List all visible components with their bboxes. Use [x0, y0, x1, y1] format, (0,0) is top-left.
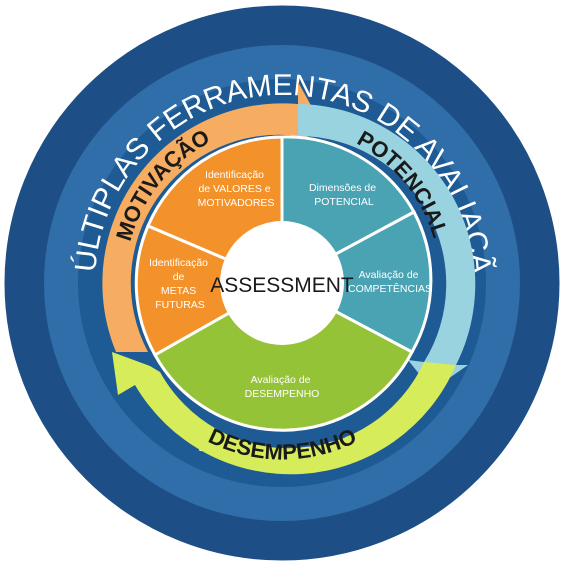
segment-competencias-label: Avaliação de COMPETÊNCIAS	[348, 269, 432, 295]
segment-metas-label: Identificação de METAS FUTURAS	[149, 257, 211, 311]
center-label: ASSESSMENT	[210, 274, 354, 297]
segment-potencial-label: Dimensões de POTENCIAL	[309, 182, 379, 208]
segment-desempenho	[152, 281, 415, 432]
motivacao-arrow	[102, 82, 318, 352]
desempenho-arrow	[112, 352, 456, 475]
segment-metas	[134, 224, 286, 358]
segment-competencias	[278, 209, 433, 355]
segment-desempenho-label: Avaliação de DESEMPENHO	[245, 374, 320, 400]
segment-valores-label: Identificação de VALORES e MOTIVADORES	[198, 169, 275, 209]
potencial-arrow	[298, 104, 476, 390]
center-circle	[220, 221, 344, 345]
